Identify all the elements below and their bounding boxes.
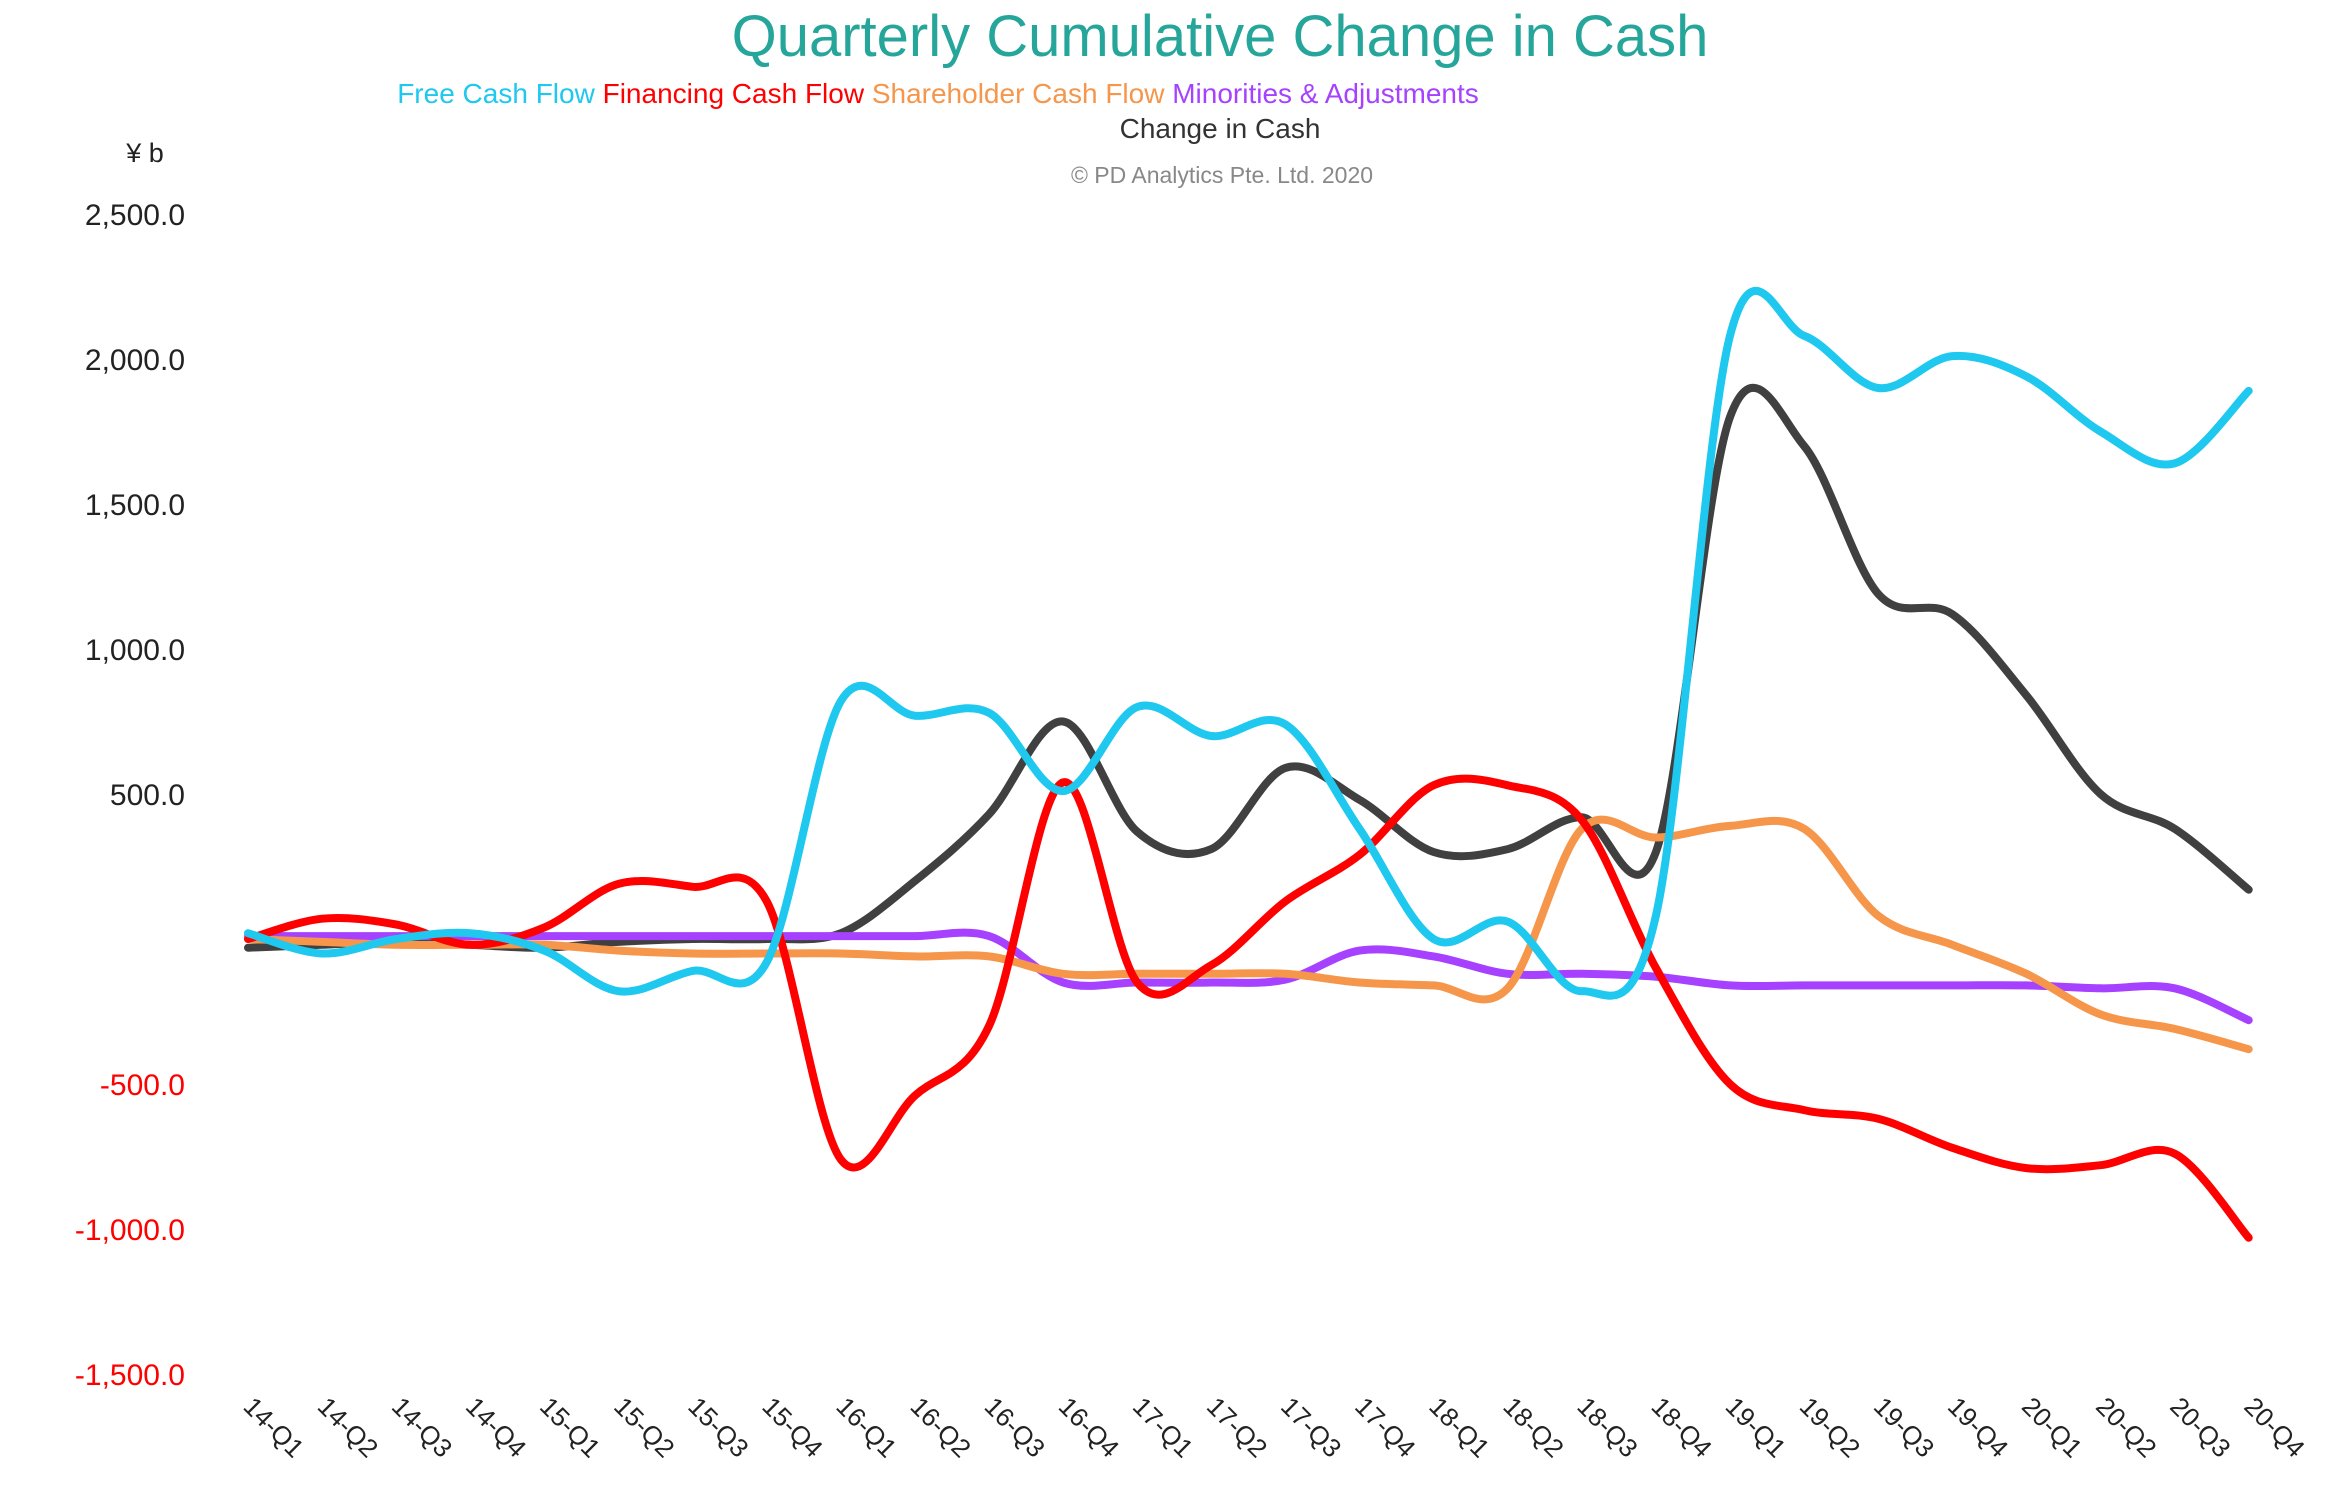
x-tick-label: 20-Q1 xyxy=(2016,1391,2088,1463)
x-tick-label: 19-Q3 xyxy=(1868,1391,1940,1463)
series-line-free-cash-flow xyxy=(244,286,2253,1000)
x-tick-label: 16-Q3 xyxy=(979,1391,1051,1463)
x-tick-label: 18-Q1 xyxy=(1423,1391,1495,1463)
legend-item-financing-cash-flow: Financing Cash Flow xyxy=(595,78,865,109)
legend: Free Cash Flow Financing Cash Flow Share… xyxy=(397,78,1479,109)
y-axis-ticks: 2,500.0 2,000.0 1,500.0 1,000.0 500.0 -500.0 -… xyxy=(75,199,185,1392)
series-lines xyxy=(244,286,2253,1242)
x-tick-label: 16-Q2 xyxy=(905,1391,977,1463)
x-tick-label: 18-Q3 xyxy=(1572,1391,1644,1463)
x-tick-label: 14-Q4 xyxy=(460,1391,532,1463)
x-tick-label: 17-Q4 xyxy=(1349,1391,1421,1463)
x-tick-label: 19-Q1 xyxy=(1720,1391,1792,1463)
legend-item-minorities-and-adjustments: Minorities & Adjustments xyxy=(1164,78,1478,109)
x-tick-label: 14-Q1 xyxy=(238,1391,310,1463)
x-tick-label: 17-Q3 xyxy=(1275,1391,1347,1463)
x-tick-label: 19-Q2 xyxy=(1794,1391,1866,1463)
series-line-financing-cash-flow xyxy=(244,774,2253,1242)
y-axis-unit-label: ¥ b xyxy=(125,138,164,168)
legend-item-free-cash-flow: Free Cash Flow xyxy=(397,78,595,109)
x-tick-label: 16-Q1 xyxy=(831,1391,903,1463)
legend-item-shareholder-cash-flow: Shareholder Cash Flow xyxy=(864,78,1165,109)
x-tick-label: 20-Q4 xyxy=(2238,1391,2310,1463)
chart-title: Quarterly Cumulative Change in Cash xyxy=(732,4,1709,69)
x-tick-label: 16-Q4 xyxy=(1053,1391,1125,1463)
x-tick-label: 18-Q2 xyxy=(1497,1391,1569,1463)
x-tick-label: 14-Q2 xyxy=(312,1391,384,1463)
x-tick-label: 19-Q4 xyxy=(1942,1391,2014,1463)
x-axis-ticks: 14-Q1 14-Q2 14-Q3 14-Q4 15-Q1 15-Q2 15-Q3 15-Q4… xyxy=(238,1391,2311,1463)
copyright-note: © PD Analytics Pte. Ltd. 2020 xyxy=(1071,162,1373,188)
legend-change-in-cash: Change in Cash xyxy=(1120,113,1321,144)
y-tick-label: -1,500.0 xyxy=(75,1359,185,1392)
y-tick-label: 1,000.0 xyxy=(85,634,185,667)
x-tick-label: 15-Q4 xyxy=(756,1391,828,1463)
y-tick-label: 1,500.0 xyxy=(85,489,185,522)
series-line-change-in-cash xyxy=(244,383,2253,952)
x-tick-label: 17-Q1 xyxy=(1127,1391,1199,1463)
series-line-minorities-and-adjustments xyxy=(244,928,2253,1025)
x-tick-label: 17-Q2 xyxy=(1201,1391,1273,1463)
y-tick-label: -1,000.0 xyxy=(75,1214,185,1247)
x-tick-label: 18-Q4 xyxy=(1646,1391,1718,1463)
y-tick-label: 2,500.0 xyxy=(85,199,185,232)
x-tick-label: 20-Q2 xyxy=(2090,1391,2162,1463)
y-tick-label: 2,000.0 xyxy=(85,344,185,377)
x-tick-label: 15-Q1 xyxy=(534,1391,606,1463)
x-tick-label: 14-Q3 xyxy=(386,1391,458,1463)
x-tick-label: 15-Q2 xyxy=(608,1391,680,1463)
x-tick-label: 15-Q3 xyxy=(682,1391,754,1463)
x-tick-label: 20-Q3 xyxy=(2164,1391,2236,1463)
y-tick-label: 500.0 xyxy=(110,779,185,812)
series-line-shareholder-cash-flow xyxy=(244,815,2253,1054)
y-tick-label: -500.0 xyxy=(100,1069,185,1102)
